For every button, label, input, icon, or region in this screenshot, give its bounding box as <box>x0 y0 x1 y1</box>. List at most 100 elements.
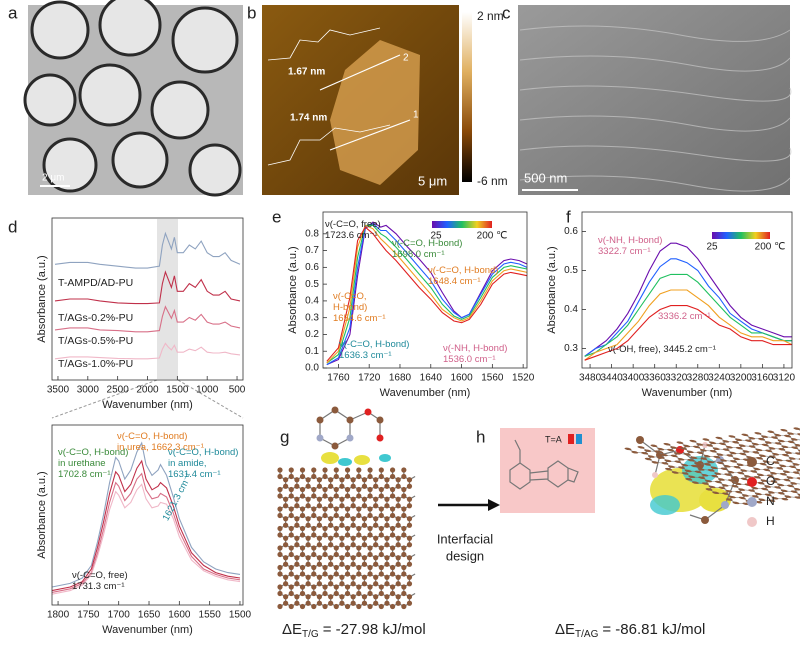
carbon-atom <box>644 449 652 452</box>
panel-label: b <box>247 3 256 22</box>
carbon-atom <box>791 446 799 449</box>
carbon-atom <box>373 483 379 489</box>
carbon-atom <box>350 496 356 502</box>
carbon-atom <box>707 469 715 472</box>
carbon-atom <box>701 474 709 477</box>
carbon-atom <box>389 532 396 538</box>
carbon-atom <box>797 493 800 497</box>
y-tick-label: 0.5 <box>564 265 578 276</box>
carbon-atom <box>361 600 368 606</box>
carbon-atom <box>367 473 373 480</box>
carbon-atom <box>712 491 720 494</box>
spectrum-line <box>54 270 241 305</box>
carbon-atom <box>732 441 740 444</box>
annotation-line: in urea, 1662.3 cm⁻¹ <box>117 442 204 453</box>
carbon-atom <box>738 488 746 491</box>
carbon-atom <box>727 470 735 474</box>
carbon-atom <box>339 600 345 606</box>
carbon-atom <box>395 496 401 502</box>
carbon-atom <box>283 574 289 580</box>
carbon-atom <box>773 477 781 481</box>
annotation-line: 1631.4 cm⁻¹ <box>168 469 221 480</box>
energy-subscript: T/G <box>302 629 319 640</box>
carbon-atom <box>311 584 317 590</box>
carbon-atom <box>739 452 747 456</box>
carbon-atom <box>728 435 736 438</box>
carbon-atom <box>698 476 706 479</box>
x-tick-label: 1500 <box>166 385 189 396</box>
carbon-atom <box>305 516 311 522</box>
carbon-atom <box>378 506 384 512</box>
carbon-atom <box>765 449 773 453</box>
carbon-atom <box>299 493 306 499</box>
carbon-atom <box>726 454 734 457</box>
carbon-atom <box>283 581 289 587</box>
carbon-atom <box>283 600 289 606</box>
y-axis-label: Absorbance (a.u.) <box>546 246 558 333</box>
colorbar-label: 200 ℃ <box>477 231 508 242</box>
carbon-atom <box>735 446 743 450</box>
carbon-atom <box>350 581 356 587</box>
carbon-atom <box>384 535 390 541</box>
annotation: ν(-NH, H-bond) 3322.7 cm⁻¹ <box>598 235 662 257</box>
carbon-atom <box>719 442 727 446</box>
x-tick-label: 1500 <box>229 610 252 621</box>
annotation-line: 1636.3 cm⁻¹ <box>339 350 392 361</box>
carbon-atom <box>767 491 775 494</box>
carbon-atom <box>784 434 792 438</box>
inset-structure <box>509 439 579 490</box>
colorbar-label: 2 nm <box>477 9 504 23</box>
carbon-atom <box>389 486 396 493</box>
carbon-atom <box>356 525 362 532</box>
carbon-atom <box>373 535 379 541</box>
energy-symbol: ΔE <box>282 621 302 638</box>
height-profile <box>267 27 381 61</box>
carbon-atom <box>333 467 339 473</box>
annotation: ν(-C=O, H-bond) 1636.3 cm⁻¹ <box>339 339 409 361</box>
carbon-atom <box>373 594 379 600</box>
carbon-atom <box>665 467 672 471</box>
carbon-atom <box>367 506 373 512</box>
carbon-atom <box>395 483 401 489</box>
carbon-atom <box>299 584 306 590</box>
scale-label: 500 nm <box>524 170 567 185</box>
carbon-atom <box>322 532 328 538</box>
panel-label: c <box>502 3 511 22</box>
carbon-atom <box>738 444 746 447</box>
carbon-atom <box>316 483 323 489</box>
carbon-atom <box>401 584 407 590</box>
carbon-atom <box>754 492 762 496</box>
carbon-atom <box>328 503 334 509</box>
carbon-atom <box>339 477 345 483</box>
carbon-atom <box>732 501 740 505</box>
carbon-atom <box>356 590 362 597</box>
carbon-atom <box>703 454 711 458</box>
carbon-atom <box>288 603 294 610</box>
carbon-atom <box>311 506 317 512</box>
carbon-atom <box>395 542 401 548</box>
carbon-atom <box>356 467 362 473</box>
carbon-atom <box>760 479 768 482</box>
carbon-atom <box>328 535 334 541</box>
carbon-atom <box>790 490 798 493</box>
carbon-atom <box>709 450 717 453</box>
carbon-atom <box>384 503 390 509</box>
carbon-atom <box>367 512 373 519</box>
carbon-atom <box>350 535 356 541</box>
carbon-atom <box>316 574 323 580</box>
x-tick-label: 1600 <box>168 610 191 621</box>
carbon-atom <box>294 522 300 528</box>
y-tick-label: 0.5 <box>305 279 319 290</box>
y-tick-label: 0.6 <box>564 226 578 237</box>
x-tick-label: 3280 <box>687 373 710 384</box>
carbon-atom <box>796 477 800 480</box>
profile-line <box>329 119 411 151</box>
y-tick-label: 0.7 <box>305 245 319 256</box>
carbon-atom <box>288 584 294 590</box>
x-tick-label: 1720 <box>358 373 381 384</box>
carbon-atom <box>704 479 712 483</box>
carbon-atom <box>748 445 756 448</box>
carbon-atom <box>401 506 407 512</box>
zoom-line <box>177 379 244 419</box>
